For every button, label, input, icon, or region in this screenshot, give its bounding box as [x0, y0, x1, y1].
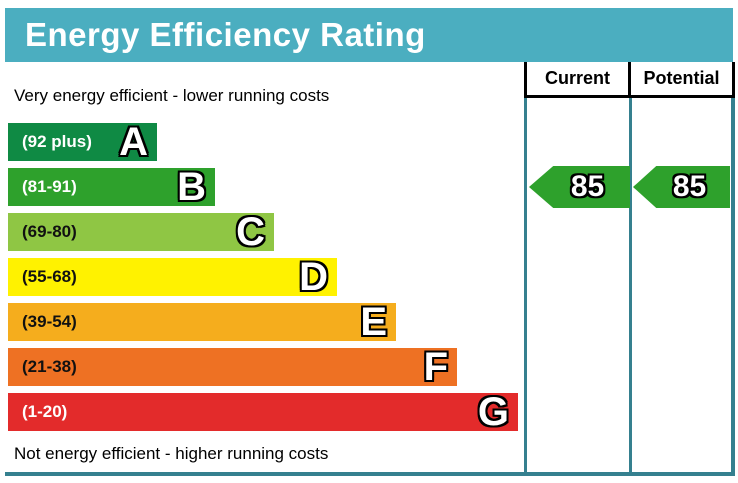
band-letter: E: [360, 300, 387, 344]
column-frame-line-right: [731, 62, 735, 476]
potential-column-header: Potential: [628, 62, 732, 95]
band-letter: G: [477, 390, 509, 434]
current-column-header: Current: [524, 62, 628, 95]
epc-band-row: (39-54) E: [8, 300, 396, 344]
band-letter: C: [236, 210, 265, 254]
current-rating-arrow: 85: [529, 166, 630, 208]
band-letter: A: [119, 120, 148, 164]
band-range: (39-54): [22, 312, 77, 331]
band-range: (92 plus): [22, 132, 92, 151]
band-range: (1-20): [22, 402, 68, 421]
rating-columns-header: Current Potential: [524, 62, 735, 98]
page-title: Energy Efficiency Rating: [25, 16, 426, 53]
epc-band-row: (1-20) G: [8, 390, 518, 434]
potential-rating-arrow: 85: [633, 166, 730, 208]
band-letter: B: [177, 165, 206, 209]
band-letter: F: [423, 345, 448, 389]
band-range: (81-91): [22, 177, 77, 196]
band-range: (55-68): [22, 267, 77, 286]
column-frame-line-middle: [629, 62, 632, 476]
band-letter: D: [299, 255, 328, 299]
epc-bands: (92 plus) A (81-91) B (69-80) C (55-68) …: [8, 120, 518, 438]
current-rating-value: 85: [570, 170, 605, 203]
top-note: Very energy efficient - lower running co…: [14, 86, 330, 105]
chart-title-bar: Energy Efficiency Rating: [5, 8, 733, 62]
column-frame-line-left: [524, 62, 527, 476]
epc-band-row: (21-38) F: [8, 345, 457, 389]
epc-band-row: (69-80) C: [8, 210, 274, 254]
potential-rating-value: 85: [672, 170, 707, 203]
band-range: (69-80): [22, 222, 77, 241]
epc-band-row: (55-68) D: [8, 255, 337, 299]
epc-band-row: (92 plus) A: [8, 120, 157, 164]
bottom-frame-line: [5, 472, 735, 476]
epc-band-row: (81-91) B: [8, 165, 215, 209]
bottom-note: Not energy efficient - higher running co…: [14, 444, 329, 463]
band-range: (21-38): [22, 357, 77, 376]
